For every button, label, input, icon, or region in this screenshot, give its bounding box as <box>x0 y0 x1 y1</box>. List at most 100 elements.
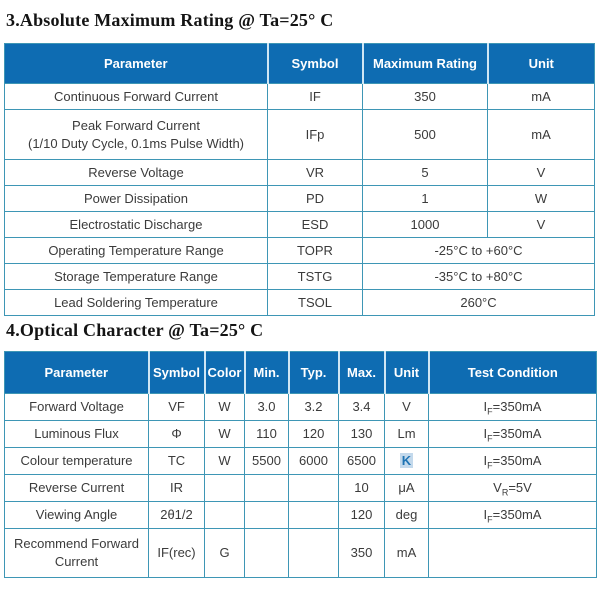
table-row: Recommend Forward Current IF(rec) G 350 … <box>4 528 597 578</box>
cell-rating: 1 <box>362 185 488 212</box>
test-subscript: F <box>487 514 493 525</box>
column-header-unit: Unit <box>383 351 429 394</box>
column-header-min: Min. <box>243 351 289 394</box>
cell-min: 110 <box>244 420 289 448</box>
cell-symbol: IFp <box>267 109 363 160</box>
test-subscript: R <box>501 487 509 498</box>
column-header-parameter: Parameter <box>4 351 149 394</box>
cell-symbol: VR <box>267 159 363 186</box>
column-header-symbol: Symbol <box>266 43 363 84</box>
cell-symbol: IR <box>148 474 205 502</box>
table-row: Power Dissipation PD 1 W <box>4 185 595 212</box>
table-row: Reverse Current IR 10 μA VR=5V <box>4 474 597 502</box>
cell-symbol: VF <box>148 393 205 421</box>
cell-symbol: TSOL <box>267 289 363 316</box>
table-row: Reverse Voltage VR 5 V <box>4 159 595 186</box>
test-rest: =5V <box>508 480 532 496</box>
cell-unit: deg <box>384 501 429 529</box>
cell-parameter: Continuous Forward Current <box>4 83 268 110</box>
cell-symbol: ESD <box>267 211 363 238</box>
test-subscript: F <box>487 433 493 444</box>
parameter-line2: Current <box>54 554 99 569</box>
highlighted-unit-text: K <box>399 453 414 469</box>
cell-max: 130 <box>338 420 385 448</box>
table-row: Viewing Angle 2θ1/2 120 deg IF=350mA <box>4 501 597 529</box>
cell-color: G <box>204 528 245 578</box>
cell-rating-unit-merged: -25°C to +60°C <box>362 237 595 264</box>
column-header-parameter: Parameter <box>4 43 268 84</box>
cell-test-condition: VR=5V <box>428 474 597 502</box>
cell-typ: 120 <box>288 420 339 448</box>
cell-parameter: Power Dissipation <box>4 185 268 212</box>
cell-unit: V <box>487 211 595 238</box>
cell-test-condition: IF=350mA <box>428 447 597 475</box>
table-row: Continuous Forward Current IF 350 mA <box>4 83 595 110</box>
test-base: I <box>483 453 488 469</box>
cell-max: 350 <box>338 528 385 578</box>
test-rest: =350mA <box>492 507 542 523</box>
cell-max: 6500 <box>338 447 385 475</box>
column-header-maximum-rating: Maximum Rating <box>361 43 488 84</box>
cell-symbol: IF(rec) <box>148 528 205 578</box>
table-row: Storage Temperature Range TSTG -35°C to … <box>4 263 595 290</box>
cell-color <box>204 501 245 529</box>
table-header-row: Parameter Symbol Color Min. Typ. Max. Un… <box>4 351 597 394</box>
cell-unit: μA <box>384 474 429 502</box>
cell-symbol: Φ <box>148 420 205 448</box>
table-row: Peak Forward Current (1/10 Duty Cycle, 0… <box>4 109 595 160</box>
column-header-color: Color <box>203 351 245 394</box>
cell-parameter: Reverse Current <box>4 474 149 502</box>
table-row: Forward Voltage VF W 3.0 3.2 3.4 V IF=35… <box>4 393 597 421</box>
cell-color: W <box>204 393 245 421</box>
parameter-line1: Peak Forward Current <box>72 117 200 133</box>
cell-parameter: Storage Temperature Range <box>4 263 268 290</box>
cell-symbol: 2θ1/2 <box>148 501 205 529</box>
cell-unit: mA <box>487 109 595 160</box>
cell-test-condition: IF=350mA <box>428 420 597 448</box>
cell-max: 10 <box>338 474 385 502</box>
cell-unit: Lm <box>384 420 429 448</box>
cell-max: 3.4 <box>338 393 385 421</box>
test-subscript: F <box>487 460 493 471</box>
cell-min <box>244 501 289 529</box>
cell-test-condition <box>428 528 597 578</box>
column-header-max: Max. <box>337 351 385 394</box>
cell-test-condition: IF=350mA <box>428 501 597 529</box>
table-row: Colour temperature TC W 5500 6000 6500 K… <box>4 447 597 475</box>
cell-parameter: Recommend Forward Current <box>4 528 149 578</box>
cell-parameter: Colour temperature <box>4 447 149 475</box>
cell-unit: V <box>487 159 595 186</box>
table-header-row: Parameter Symbol Maximum Rating Unit <box>4 43 595 84</box>
cell-color: W <box>204 420 245 448</box>
cell-typ <box>288 474 339 502</box>
cell-max: 120 <box>338 501 385 529</box>
cell-unit: mA <box>487 83 595 110</box>
cell-color: W <box>204 447 245 475</box>
cell-min: 5500 <box>244 447 289 475</box>
parameter-line1: Recommend Forward <box>14 536 139 552</box>
cell-color <box>204 474 245 502</box>
cell-unit: W <box>487 185 595 212</box>
cell-rating: 350 <box>362 83 488 110</box>
table-row: Luminous Flux Φ W 110 120 130 Lm IF=350m… <box>4 420 597 448</box>
cell-typ <box>288 528 339 578</box>
cell-unit: V <box>384 393 429 421</box>
cell-unit: mA <box>384 528 429 578</box>
cell-symbol: TOPR <box>267 237 363 264</box>
test-subscript: F <box>487 406 493 417</box>
cell-parameter: Luminous Flux <box>4 420 149 448</box>
parameter-line2: (1/10 Duty Cycle, 0.1ms Pulse Width) <box>27 135 245 151</box>
cell-symbol: TC <box>148 447 205 475</box>
cell-min: 3.0 <box>244 393 289 421</box>
cell-parameter: Forward Voltage <box>4 393 149 421</box>
column-header-test-condition: Test Condition <box>427 351 597 394</box>
cell-symbol: IF <box>267 83 363 110</box>
cell-rating-unit-merged: -35°C to +80°C <box>362 263 595 290</box>
column-header-typ: Typ. <box>287 351 339 394</box>
column-header-unit: Unit <box>486 43 595 84</box>
cell-typ: 3.2 <box>288 393 339 421</box>
cell-test-condition: IF=350mA <box>428 393 597 421</box>
cell-parameter: Lead Soldering Temperature <box>4 289 268 316</box>
column-header-symbol: Symbol <box>147 351 205 394</box>
